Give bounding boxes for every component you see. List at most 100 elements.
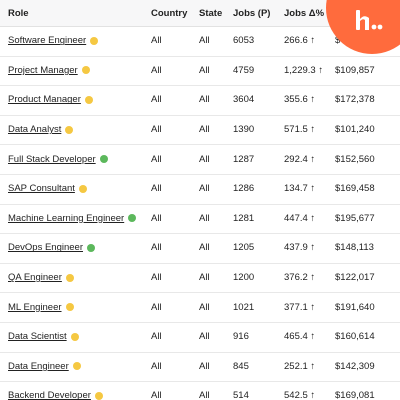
table-cell: All bbox=[151, 124, 162, 136]
table-cell: 6053 bbox=[233, 35, 255, 47]
role-cell: SAP Consultant bbox=[8, 174, 87, 204]
role-link[interactable]: Data Engineer bbox=[8, 360, 69, 372]
table-cell: All bbox=[151, 153, 162, 165]
table-cell: 292.4 ↑ bbox=[284, 153, 316, 165]
status-dot bbox=[72, 362, 81, 371]
table-cell: 437.9 ↑ bbox=[284, 242, 316, 254]
role-cell: Software Engineer bbox=[8, 26, 99, 56]
role-cell: Backend Developer bbox=[8, 381, 103, 400]
role-link[interactable]: Project Manager bbox=[8, 64, 78, 76]
table-cell: All bbox=[199, 35, 210, 47]
table-cell: 376.2 ↑ bbox=[284, 272, 316, 284]
status-dot bbox=[65, 303, 74, 312]
table-cell: All bbox=[199, 242, 210, 254]
table-cell: $195,677 bbox=[335, 212, 375, 224]
role-link[interactable]: Data Analyst bbox=[8, 124, 62, 136]
table-row: Data Scientist All All 916 465.4 ↑ $160,614 bbox=[0, 322, 400, 353]
table-cell: 266.6 ↑ bbox=[284, 35, 316, 47]
column-header: Jobs (P) bbox=[233, 7, 271, 19]
table-cell: $ bbox=[335, 35, 341, 47]
role-link[interactable]: Full Stack Developer bbox=[8, 153, 96, 165]
status-dot bbox=[84, 95, 93, 104]
status-dot bbox=[65, 273, 74, 282]
status-dot bbox=[99, 155, 108, 164]
table-cell: $160,614 bbox=[335, 331, 375, 343]
table-cell: All bbox=[199, 272, 210, 284]
table-cell: $152,560 bbox=[335, 153, 375, 165]
role-link[interactable]: Backend Developer bbox=[8, 390, 91, 400]
column-header: Jobs Δ% bbox=[284, 7, 325, 19]
role-cell: Project Manager bbox=[8, 56, 90, 86]
table-row: Software Engineer All All 6053 266.6 ↑ $ bbox=[0, 26, 400, 57]
table-cell: All bbox=[199, 212, 210, 224]
table-cell: 1390 bbox=[233, 124, 255, 136]
table-row: QA Engineer All All 1200 376.2 ↑ $122,017 bbox=[0, 263, 400, 294]
role-link[interactable]: SAP Consultant bbox=[8, 183, 75, 195]
role-link[interactable]: Machine Learning Engineer bbox=[8, 212, 125, 224]
table-cell: All bbox=[151, 331, 162, 343]
status-dot bbox=[86, 243, 95, 252]
table-cell: 845 bbox=[233, 360, 249, 372]
status-dot bbox=[128, 214, 137, 223]
role-cell: Full Stack Developer bbox=[8, 144, 108, 174]
table-row: SAP Consultant All All 1286 134.7 ↑ $169,458 bbox=[0, 174, 400, 205]
table-cell: All bbox=[151, 64, 162, 76]
table-cell: 447.4 ↑ bbox=[284, 212, 316, 224]
table-row: Machine Learning Engineer All All 1281 447.4… bbox=[0, 204, 400, 235]
role-cell: Data Engineer bbox=[8, 352, 81, 382]
status-dot bbox=[90, 36, 99, 45]
column-header: Role bbox=[8, 7, 29, 19]
table-cell: All bbox=[151, 35, 162, 47]
table-cell: 355.6 ↑ bbox=[284, 94, 316, 106]
table-row: DevOps Engineer All All 1205 437.9 ↑ $148,113 bbox=[0, 233, 400, 264]
role-cell: QA Engineer bbox=[8, 263, 74, 293]
table-cell: 465.4 ↑ bbox=[284, 331, 316, 343]
column-header: Country bbox=[151, 7, 188, 19]
table-header: Role Country State Jobs (P) Jobs Δ% bbox=[0, 0, 400, 27]
table-cell: $142,309 bbox=[335, 360, 375, 372]
column-header: State bbox=[199, 7, 223, 19]
role-link[interactable]: QA Engineer bbox=[8, 272, 62, 284]
table-cell: All bbox=[151, 242, 162, 254]
status-dot bbox=[94, 391, 103, 400]
table-cell: All bbox=[199, 301, 210, 313]
table-cell: All bbox=[151, 94, 162, 106]
table-row: Product Manager All All 3604 355.6 ↑ $172,378 bbox=[0, 85, 400, 116]
role-cell: Machine Learning Engineer bbox=[8, 204, 137, 234]
table-cell: 1286 bbox=[233, 183, 255, 195]
table-cell: All bbox=[151, 301, 162, 313]
table-row: Data Engineer All All 845 252.1 ↑ $142,309 bbox=[0, 352, 400, 383]
role-link[interactable]: ML Engineer bbox=[8, 301, 62, 313]
table-row: ML Engineer All All 1021 377.1 ↑ $191,640 bbox=[0, 292, 400, 323]
table-cell: All bbox=[199, 124, 210, 136]
role-link[interactable]: Product Manager bbox=[8, 94, 81, 106]
table-cell: 916 bbox=[233, 331, 249, 343]
table-cell: 542.5 ↑ bbox=[284, 390, 316, 400]
table-cell: All bbox=[199, 360, 210, 372]
role-link[interactable]: Software Engineer bbox=[8, 35, 87, 47]
table-cell: All bbox=[151, 272, 162, 284]
role-cell: Data Scientist bbox=[8, 322, 79, 352]
table-cell: $172,378 bbox=[335, 94, 375, 106]
table-cell: All bbox=[199, 64, 210, 76]
table-cell: All bbox=[151, 183, 162, 195]
table-cell: All bbox=[151, 212, 162, 224]
table-cell: All bbox=[151, 360, 162, 372]
table-cell: 1200 bbox=[233, 272, 255, 284]
role-link[interactable]: DevOps Engineer bbox=[8, 242, 83, 254]
table-cell: 134.7 ↑ bbox=[284, 183, 316, 195]
role-link[interactable]: Data Scientist bbox=[8, 331, 67, 343]
table-row: Project Manager All All 4759 1,229.3 ↑ $109,8… bbox=[0, 56, 400, 87]
table-cell: All bbox=[199, 331, 210, 343]
table-cell: 3604 bbox=[233, 94, 255, 106]
table-cell: 252.1 ↑ bbox=[284, 360, 316, 372]
table-cell: 571.5 ↑ bbox=[284, 124, 316, 136]
table-cell: 1021 bbox=[233, 301, 255, 313]
table-cell: 377.1 ↑ bbox=[284, 301, 316, 313]
role-cell: DevOps Engineer bbox=[8, 233, 95, 263]
role-cell: Data Analyst bbox=[8, 115, 74, 145]
table-cell: $169,081 bbox=[335, 390, 375, 400]
table-cell: $122,017 bbox=[335, 272, 375, 284]
table-row: Full Stack Developer All All 1287 292.4 ↑ $15… bbox=[0, 144, 400, 175]
